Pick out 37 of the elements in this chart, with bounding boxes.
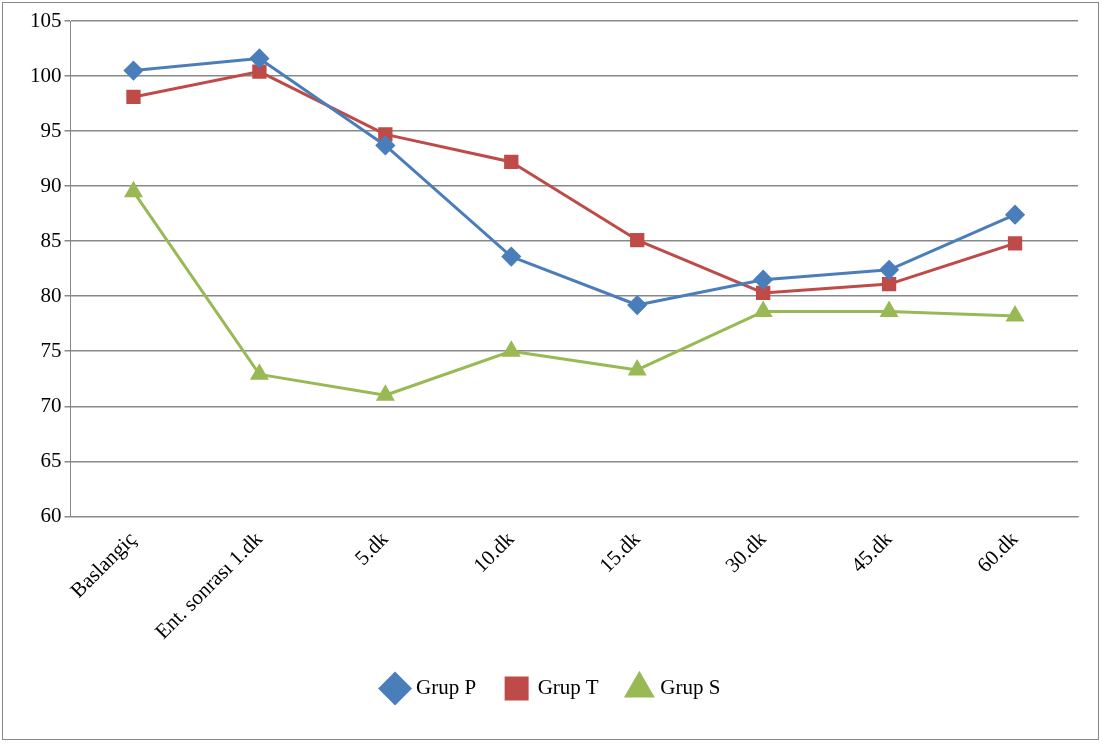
point — [502, 341, 520, 357]
point — [123, 61, 143, 81]
point — [881, 276, 897, 292]
point — [880, 302, 898, 318]
point — [249, 48, 269, 68]
point — [627, 295, 647, 315]
y-tick-label: 75 — [40, 337, 62, 362]
y-tick-label: 70 — [40, 392, 62, 417]
y-tick-label: 65 — [40, 447, 62, 472]
point — [1006, 306, 1024, 322]
y-tick-label: 100 — [30, 62, 62, 87]
point — [879, 260, 899, 280]
point — [1007, 236, 1023, 251]
y-tick-label: 90 — [40, 172, 62, 197]
legend-label: Grup S — [660, 675, 721, 700]
point — [126, 89, 141, 105]
y-tick-label: 105 — [30, 7, 62, 32]
y-tick-label: 95 — [40, 117, 62, 142]
point — [375, 135, 395, 155]
point — [501, 247, 521, 267]
point — [756, 285, 771, 301]
y-tick-label: 80 — [40, 282, 62, 307]
point — [630, 232, 645, 248]
point — [250, 364, 268, 380]
point — [628, 360, 646, 376]
point — [376, 385, 394, 401]
point — [753, 270, 773, 290]
point — [1005, 205, 1025, 225]
point — [504, 154, 519, 170]
legend-label: Grup P — [416, 675, 477, 700]
y-tick-label: 85 — [40, 227, 62, 252]
legend-label: Grup T — [537, 675, 599, 700]
point — [125, 182, 142, 198]
x-tick-label: 5.dk — [349, 526, 394, 570]
y-tick-label: 60 — [40, 502, 62, 527]
point — [754, 302, 772, 318]
point — [252, 64, 267, 79]
